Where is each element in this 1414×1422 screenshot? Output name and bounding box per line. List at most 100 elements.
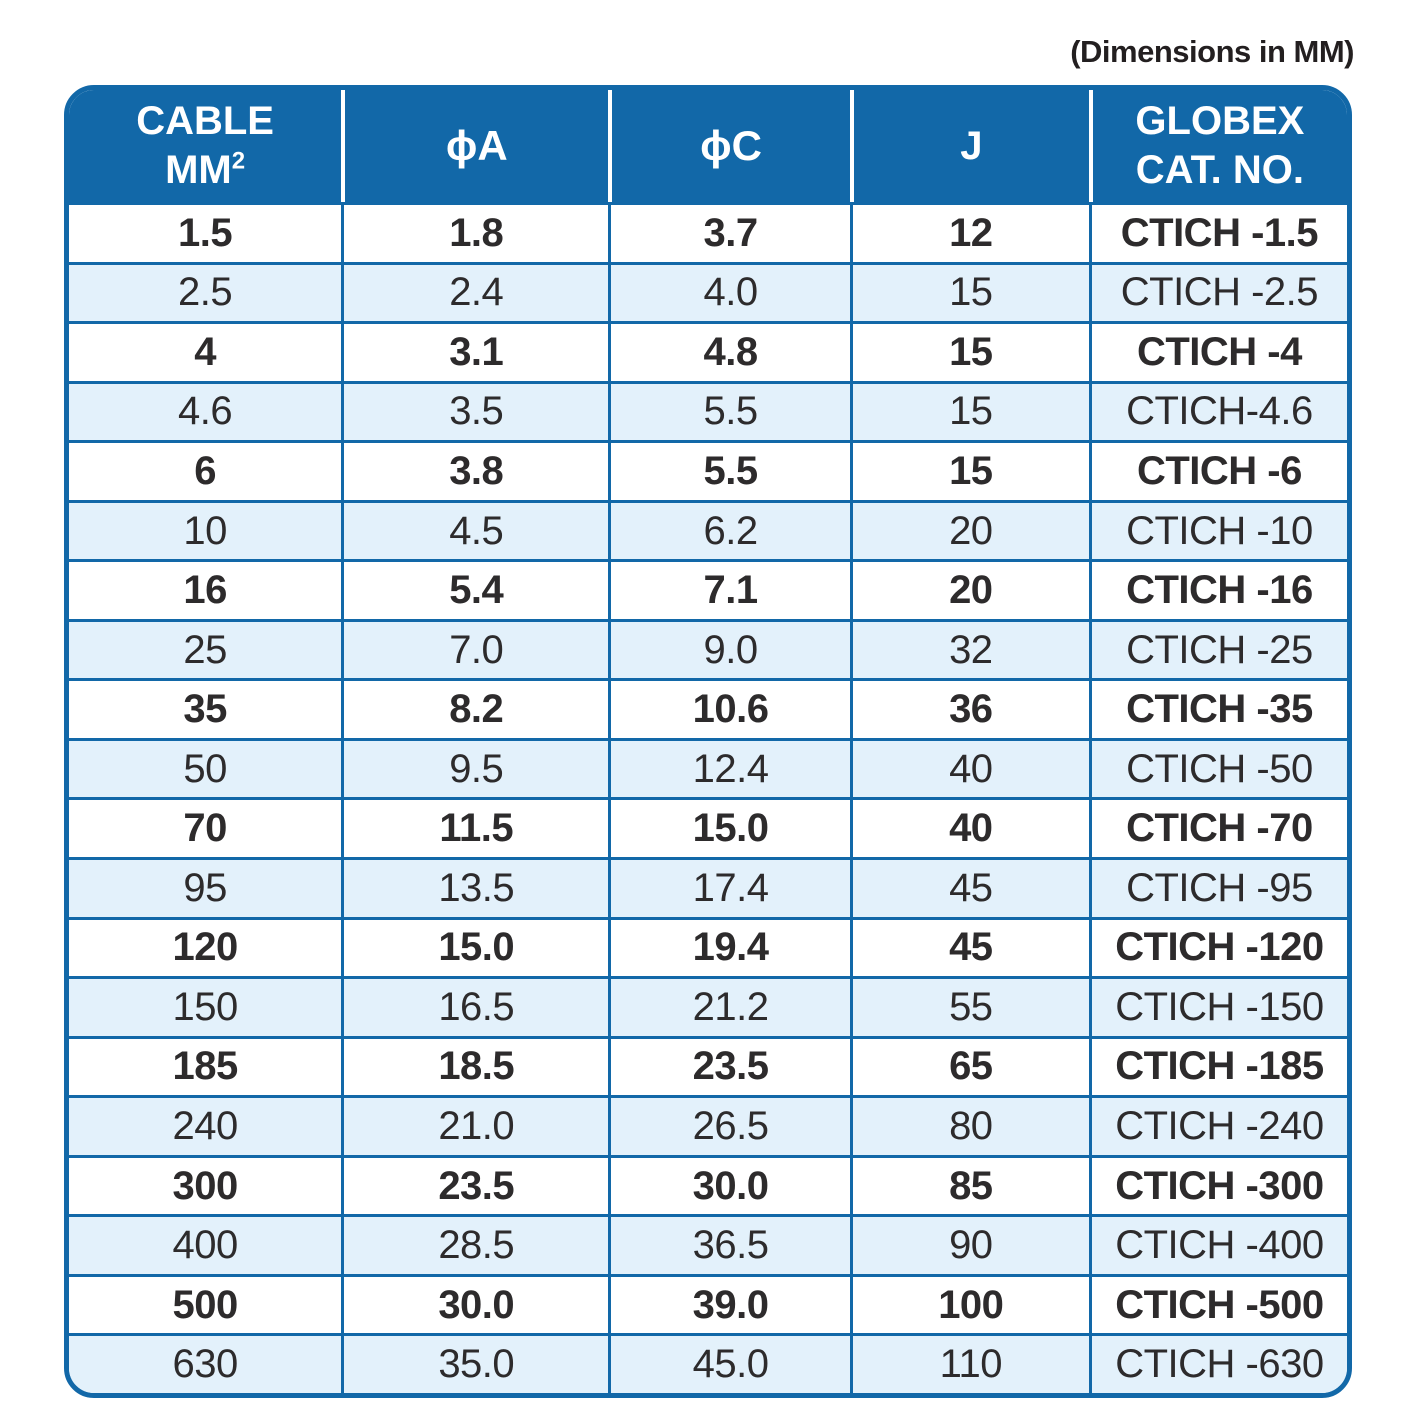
cat-no-cell: CTICH-4.6 [1088,383,1347,441]
cable-size-cell: 185 [172,1044,238,1089]
table-row: 10 4.5 6.2 20 CTICH -10 [69,499,1347,560]
table-row: 4 3.1 4.8 15 CTICH -4 [69,321,1347,381]
dia-a-cell: 35.0 [341,1336,608,1393]
cat-no-cell: CTICH -6 [1088,443,1347,500]
j-cell: 15 [849,443,1089,500]
dia-c-cell: 9.0 [608,621,850,679]
cable-size-cell: 16 [183,568,227,613]
header-dia-a-label: ϕA [445,122,508,170]
cable-size-cell: 150 [172,984,238,1029]
j-cell: 40 [849,800,1089,858]
dia-a-cell: 5.4 [341,562,608,619]
dia-c-cell: 21.2 [608,979,850,1036]
header-dia-c: ϕC [608,90,850,202]
header-dia-c-label: ϕC [700,122,762,170]
dia-a-cell: 3.1 [341,324,608,381]
table-row: 35 8.2 10.6 36 CTICH -35 [69,678,1347,738]
cable-size-cell: 35 [183,687,227,732]
cat-no-cell: CTICH -50 [1088,740,1347,798]
cat-no-cell: CTICH -240 [1088,1098,1347,1155]
table-row: 120 15.0 19.4 45 CTICH -120 [69,916,1347,977]
header-cable-line1: CABLE [136,99,274,144]
cable-size-cell: 1.5 [178,210,233,255]
dia-a-cell: 8.2 [341,681,608,738]
dia-a-cell: 21.0 [341,1098,608,1155]
table-row: 70 11.5 15.0 40 CTICH -70 [69,797,1347,858]
dia-c-cell: 19.4 [608,919,850,977]
dia-c-cell: 6.2 [608,502,850,560]
j-cell: 32 [849,621,1089,679]
dia-a-cell: 18.5 [341,1038,608,1096]
j-cell: 40 [849,740,1089,798]
table-row: 25 7.0 9.0 32 CTICH -25 [69,618,1347,679]
table-row: 16 5.4 7.1 20 CTICH -16 [69,559,1347,619]
cat-no-cell: CTICH -300 [1088,1157,1347,1215]
dia-a-cell: 15.0 [341,919,608,977]
cable-size-cell: 6 [194,448,216,493]
cable-size-cell: 120 [172,925,238,970]
j-cell: 36 [849,681,1089,738]
cat-no-cell: CTICH -120 [1088,919,1347,977]
dia-a-cell: 11.5 [341,800,608,858]
j-cell: 20 [849,502,1089,560]
table-row: 95 13.5 17.4 45 CTICH -95 [69,857,1347,917]
j-cell: 85 [849,1157,1089,1215]
cable-size-cell: 300 [172,1163,238,1208]
dia-c-cell: 36.5 [608,1217,850,1274]
cat-no-cell: CTICH -1.5 [1088,205,1347,262]
dia-c-cell: 10.6 [608,681,850,738]
j-cell: 45 [849,860,1089,917]
cat-no-cell: CTICH -35 [1088,681,1347,738]
cable-size-cell: 240 [172,1103,238,1148]
table-row: 6 3.8 5.5 15 CTICH -6 [69,440,1347,500]
table-row: 1.5 1.8 3.7 12 CTICH -1.5 [69,202,1347,262]
cat-no-cell: CTICH -10 [1088,502,1347,560]
cable-dimensions-table: CABLE MM2 ϕA ϕC J GLOBEX CAT. NO. 1.5 1.8… [64,85,1352,1398]
dia-c-cell: 45.0 [608,1336,850,1393]
cable-size-cell: 2.5 [178,270,233,315]
cable-size-cell: 630 [172,1342,238,1387]
cable-size-cell: 70 [183,806,227,851]
cable-size-cell: 95 [183,865,227,910]
cable-size-cell: 50 [183,746,227,791]
cat-no-cell: CTICH -25 [1088,621,1347,679]
dia-c-cell: 17.4 [608,860,850,917]
table-row: 400 28.5 36.5 90 CTICH -400 [69,1214,1347,1274]
cable-size-cell: 4.6 [178,389,233,434]
table-body: 1.5 1.8 3.7 12 CTICH -1.5 2.5 2.4 4.0 15 CTICH -2… [69,202,1347,1393]
cat-no-cell: CTICH -95 [1088,860,1347,917]
cable-size-cell: 500 [172,1282,238,1327]
table-row: 50 9.5 12.4 40 CTICH -50 [69,737,1347,798]
dia-c-cell: 5.5 [608,383,850,441]
header-cable-mm2: CABLE MM2 [69,90,341,202]
header-j-label: J [960,123,983,168]
j-cell: 12 [849,205,1089,262]
dia-c-cell: 26.5 [608,1098,850,1155]
table-row: 2.5 2.4 4.0 15 CTICH -2.5 [69,261,1347,322]
table-header-row: CABLE MM2 ϕA ϕC J GLOBEX CAT. NO. [69,90,1347,202]
table-row: 500 30.0 39.0 100 CTICH -500 [69,1273,1347,1334]
cat-no-cell: CTICH -400 [1088,1217,1347,1274]
header-cat-line2: CAT. NO. [1135,148,1304,192]
dia-c-cell: 39.0 [608,1276,850,1334]
j-cell: 65 [849,1038,1089,1096]
cable-size-cell: 400 [172,1223,238,1268]
j-cell: 80 [849,1098,1089,1155]
header-cat-no: GLOBEX CAT. NO. [1088,90,1347,202]
dia-a-cell: 16.5 [341,979,608,1036]
j-cell: 110 [849,1336,1089,1393]
cable-size-cell: 10 [183,508,227,553]
cat-no-cell: CTICH -70 [1088,800,1347,858]
dia-a-cell: 9.5 [341,740,608,798]
cable-size-cell: 25 [183,627,227,672]
header-cat-line1: GLOBEX [1135,99,1305,144]
table-row: 150 16.5 21.2 55 CTICH -150 [69,976,1347,1036]
header-j: J [849,90,1089,202]
j-cell: 100 [849,1276,1089,1334]
dia-a-cell: 28.5 [341,1217,608,1274]
dia-c-cell: 12.4 [608,740,850,798]
j-cell: 15 [849,324,1089,381]
dia-c-cell: 15.0 [608,800,850,858]
dia-c-cell: 4.0 [608,264,850,322]
cat-no-cell: CTICH -2.5 [1088,264,1347,322]
